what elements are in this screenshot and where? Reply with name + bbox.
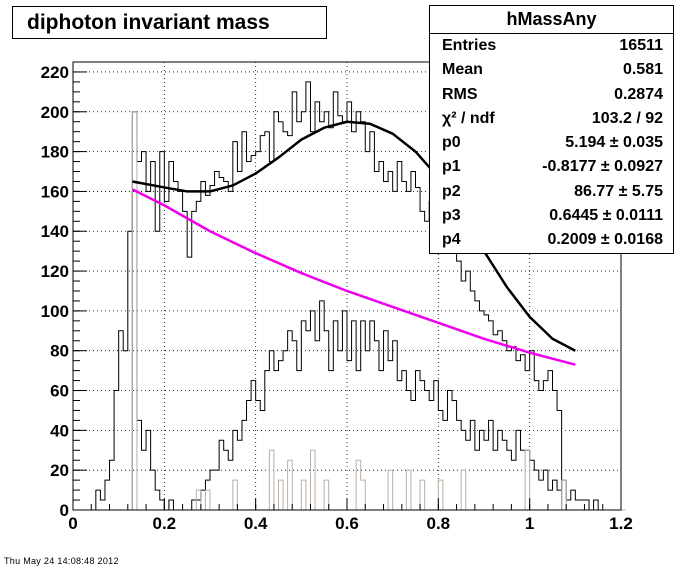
fit-curves bbox=[131, 120, 576, 366]
y-tick-label: 160 bbox=[41, 182, 69, 201]
stats-row: p0 5.194 ± 0.035 bbox=[430, 131, 673, 155]
stats-label: χ² / ndf bbox=[442, 109, 495, 127]
stats-row: Mean 0.581 bbox=[430, 58, 673, 82]
stats-value: -0.8177 ± 0.0927 bbox=[542, 158, 663, 176]
stats-value: 103.2 / 92 bbox=[591, 109, 663, 127]
histogram-hMassAny bbox=[131, 81, 563, 510]
y-tick-label: 100 bbox=[41, 302, 69, 321]
stats-label: p0 bbox=[442, 134, 461, 152]
stats-value: 0.2874 bbox=[614, 85, 663, 103]
stats-label: RMS bbox=[442, 85, 478, 103]
x-tick-label: 0 bbox=[68, 514, 77, 533]
y-tick-label: 40 bbox=[50, 421, 69, 440]
y-tick-label: 140 bbox=[41, 222, 69, 241]
stats-value: 86.77 ± 5.75 bbox=[574, 182, 663, 200]
x-tick-label: 1.2 bbox=[609, 514, 633, 533]
stats-row: p4 0.2009 ± 0.0168 bbox=[430, 228, 673, 252]
stats-row: RMS 0.2874 bbox=[430, 83, 673, 107]
stats-row: p2 86.77 ± 5.75 bbox=[430, 180, 673, 204]
axes: 0 0.2 0.4 0.6 0.8 1 1.2 0 20 40 60 80 100 120 140 160 18… bbox=[41, 61, 633, 533]
y-tick-label: 60 bbox=[50, 382, 69, 401]
y-tick-label: 20 bbox=[50, 461, 69, 480]
stats-label: Entries bbox=[442, 37, 497, 54]
stats-label: p3 bbox=[442, 207, 461, 225]
x-tick-label: 0.4 bbox=[244, 514, 268, 533]
stats-value: 0.6445 ± 0.0111 bbox=[549, 207, 663, 225]
x-tick-label: 0.6 bbox=[335, 514, 359, 533]
timestamp-footer: Thu May 24 14:08:48 2012 bbox=[4, 556, 119, 566]
stats-title: hMassAny bbox=[430, 6, 673, 34]
x-tick-label: 1 bbox=[525, 514, 534, 533]
stats-value: 0.2009 ± 0.0168 bbox=[547, 231, 663, 249]
stats-label: p4 bbox=[442, 231, 461, 249]
stats-label: Mean bbox=[442, 61, 483, 79]
histogram-signal bbox=[73, 190, 621, 511]
y-tick-label: 80 bbox=[50, 342, 69, 361]
curve-fit bbox=[132, 120, 576, 352]
stats-label: p2 bbox=[442, 182, 461, 200]
x-tick-label: 0.8 bbox=[427, 514, 451, 533]
y-tick-label: 180 bbox=[41, 143, 69, 162]
stats-row: χ² / ndf 103.2 / 92 bbox=[430, 107, 673, 131]
stats-row: p3 0.6445 ± 0.0111 bbox=[430, 204, 673, 228]
chart-title: diphoton invariant mass bbox=[12, 6, 327, 39]
curve-background bbox=[131, 188, 576, 366]
y-tick-label: 0 bbox=[60, 501, 69, 520]
stats-value: 5.194 ± 0.035 bbox=[565, 134, 663, 152]
stats-row: p1 -0.8177 ± 0.0927 bbox=[430, 155, 673, 179]
y-tick-label: 200 bbox=[41, 103, 69, 122]
stats-box: hMassAny Entries 16511 Mean 0.581 RMS 0.287… bbox=[429, 5, 674, 254]
stats-label: p1 bbox=[442, 158, 461, 176]
y-tick-label: 120 bbox=[41, 262, 69, 281]
stats-value: 16511 bbox=[619, 37, 663, 54]
stats-value: 0.581 bbox=[622, 61, 663, 79]
x-tick-label: 0.2 bbox=[153, 514, 177, 533]
stats-row: Entries 16511 bbox=[430, 34, 673, 58]
y-tick-label: 220 bbox=[41, 63, 69, 82]
